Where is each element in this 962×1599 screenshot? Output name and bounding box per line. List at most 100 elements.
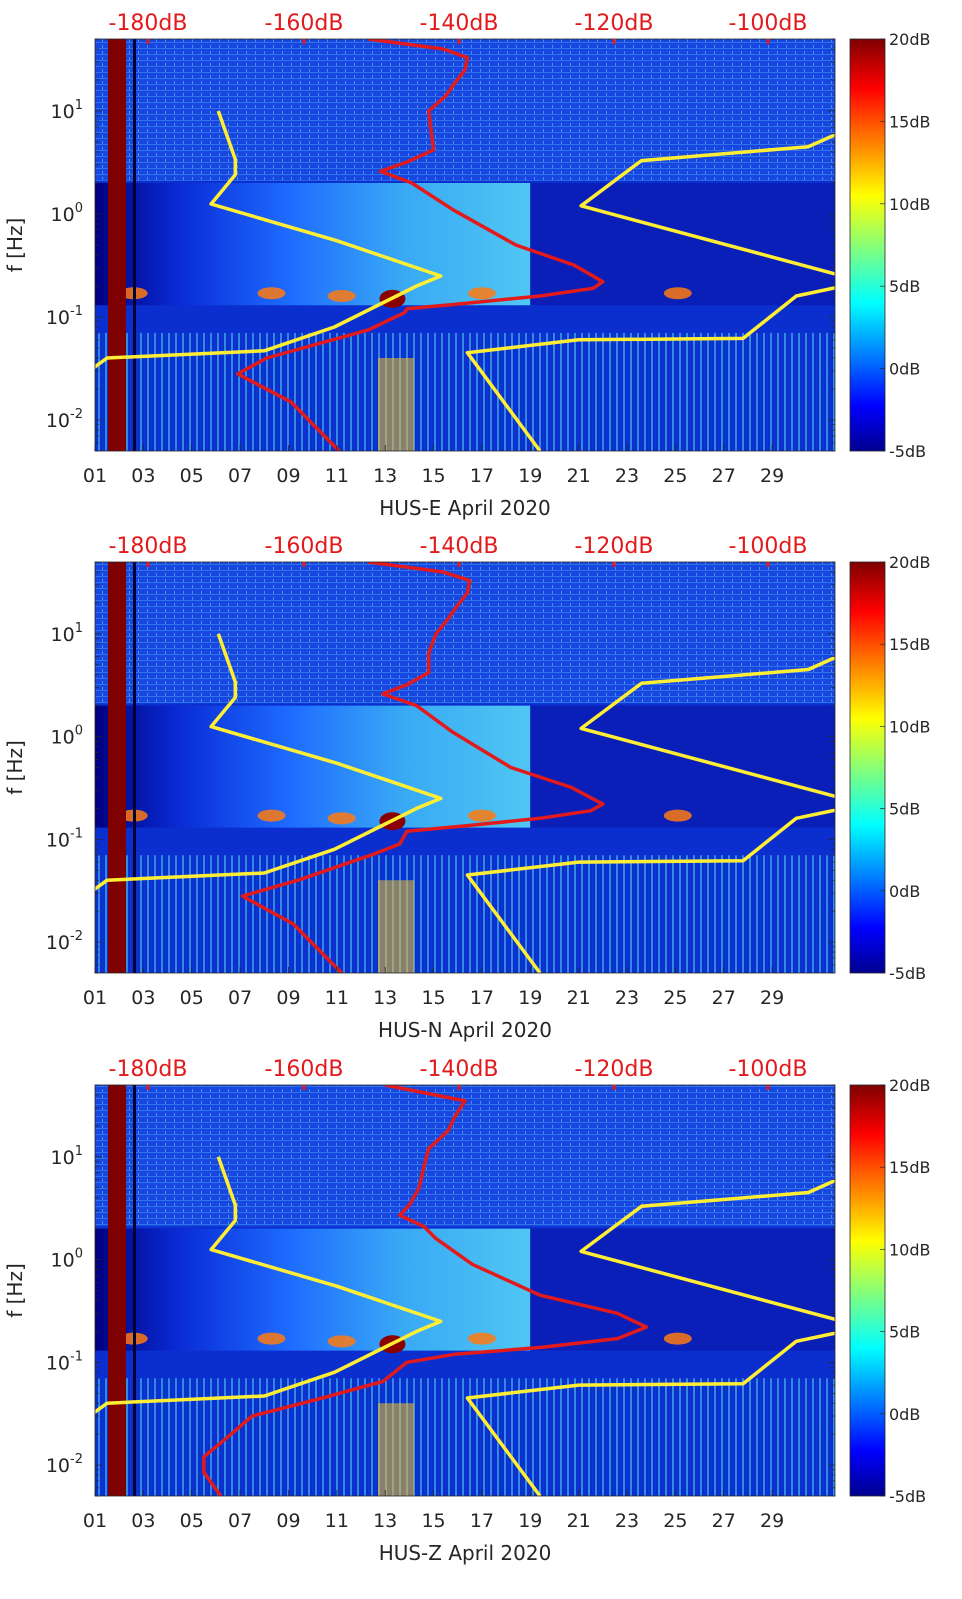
quiet-band <box>530 182 835 306</box>
colorbar-label: 0dB <box>889 882 920 901</box>
lower-noise-model-line <box>95 633 443 892</box>
colorbar-label: -5dB <box>889 442 926 461</box>
colorbar-label: 10dB <box>889 1240 931 1259</box>
x-tick-label: 27 <box>712 987 736 1009</box>
x-tick-label: 01 <box>83 987 107 1009</box>
spectrogram-area <box>95 1085 835 1496</box>
x-tick-label: 15 <box>421 465 445 487</box>
median-psd-line <box>202 1085 649 1496</box>
x-tick-label: 19 <box>518 987 542 1009</box>
x-tick-label: 01 <box>83 465 107 487</box>
x-tick-label: 03 <box>131 465 155 487</box>
panel-1: 01 03 05 07 09 11 13 15 17 19 21 23 25 27 29 HUS-E Apri… <box>3 11 931 520</box>
microseism-peak <box>663 809 692 822</box>
x-axis-label: HUS-Z April 2020 <box>379 1541 552 1565</box>
x-tick-label: 21 <box>567 1510 591 1532</box>
hf-noise <box>95 39 835 181</box>
microseism-peak <box>467 287 496 300</box>
x-tick-label: 05 <box>180 1510 204 1532</box>
colorbar-frame <box>849 1084 886 1497</box>
x-tick-label: 29 <box>760 987 784 1009</box>
y-tick-label: 10-2 <box>46 407 83 432</box>
colorbar-label: 20dB <box>889 1076 931 1095</box>
top-tick-label: -140dB <box>420 1057 499 1082</box>
top-tick-label: -180dB <box>109 11 188 36</box>
colorbar-label: 5dB <box>889 800 920 819</box>
top-tick-label: -180dB <box>109 534 188 559</box>
spectrogram-area <box>95 562 835 973</box>
microseism-peak <box>663 287 692 300</box>
microseism-peak <box>257 809 286 822</box>
x-axis-label: HUS-N April 2020 <box>378 1018 552 1042</box>
lf-stripes <box>95 855 835 973</box>
microseism-peak <box>663 1332 692 1345</box>
x-tick-label: 09 <box>276 1510 300 1532</box>
upper-noise-model-line <box>465 655 835 973</box>
quiet-band <box>530 1228 835 1351</box>
top-tick-label: -120dB <box>575 1057 654 1082</box>
microseism-peak <box>327 289 356 302</box>
x-tick-label: 11 <box>325 465 349 487</box>
x-tick-label: 03 <box>131 1510 155 1532</box>
x-tick-label: 23 <box>615 465 639 487</box>
panel-2: 01 03 05 07 09 11 13 15 17 19 21 23 25 27 29 HUS-N Apri… <box>3 534 931 1042</box>
top-tick-label: -160dB <box>265 11 344 36</box>
top-tick-label: -120dB <box>575 11 654 36</box>
colorbar-label: 0dB <box>889 360 920 379</box>
x-tick-label: 15 <box>421 987 445 1009</box>
colorbar-label: 10dB <box>889 195 931 214</box>
x-tick-label: 27 <box>712 1510 736 1532</box>
lower-noise-model-line <box>95 1156 443 1415</box>
x-tick-label: 27 <box>712 465 736 487</box>
hf-noise <box>95 1085 835 1227</box>
microseism-peak <box>467 1332 496 1345</box>
top-tick-label: -100dB <box>729 11 808 36</box>
colorbar <box>850 1085 885 1496</box>
top-tick-label: -100dB <box>729 534 808 559</box>
x-tick-label: 13 <box>373 1510 397 1532</box>
top-tick-label: -140dB <box>420 534 499 559</box>
upper-noise-model-line <box>465 132 835 451</box>
microseism-band <box>95 1228 531 1351</box>
colorbar-label: 15dB <box>889 635 931 654</box>
x-tick-label: 25 <box>663 987 687 1009</box>
colorbar <box>850 562 885 973</box>
x-tick-label: 03 <box>131 987 155 1009</box>
microseism-band <box>95 705 531 828</box>
x-tick-label: 07 <box>228 1510 252 1532</box>
x-tick-label: 07 <box>228 465 252 487</box>
panel-3: 01 03 05 07 09 11 13 15 17 19 21 23 25 27 29 HUS-Z Apri… <box>3 1057 931 1565</box>
y-tick-label: 101 <box>51 1144 83 1169</box>
x-tick-label: 23 <box>615 987 639 1009</box>
x-tick-label: 15 <box>421 1510 445 1532</box>
colorbar-label: 15dB <box>889 112 931 131</box>
x-tick-label: 21 <box>567 465 591 487</box>
x-tick-label: 13 <box>373 465 397 487</box>
colorbar-label: 0dB <box>889 1405 920 1424</box>
x-tick-label: 29 <box>760 1510 784 1532</box>
x-tick-label: 17 <box>470 1510 494 1532</box>
microseism-peak <box>467 809 496 822</box>
dark-column <box>133 1085 136 1496</box>
top-tick-label: -160dB <box>265 1057 344 1082</box>
data-gap-column <box>108 1085 126 1496</box>
median-psd-line <box>235 39 605 451</box>
y-axis-label: f [Hz] <box>3 740 27 795</box>
colorbar-label: 10dB <box>889 717 931 736</box>
x-tick-label: 11 <box>325 987 349 1009</box>
colorbar-label: 5dB <box>889 277 920 296</box>
x-tick-label: 09 <box>276 987 300 1009</box>
data-gap-column <box>108 39 126 451</box>
colorbar-label: -5dB <box>889 1487 926 1506</box>
x-tick-label: 11 <box>325 1510 349 1532</box>
dark-column <box>133 39 136 451</box>
hf-noise <box>95 562 835 704</box>
x-tick-label: 05 <box>180 465 204 487</box>
x-tick-label: 17 <box>470 987 494 1009</box>
colorbar-frame <box>849 561 886 974</box>
colorbar-label: 5dB <box>889 1323 920 1342</box>
x-tick-label: 19 <box>518 465 542 487</box>
x-tick-label: 05 <box>180 987 204 1009</box>
colorbar <box>850 39 885 451</box>
